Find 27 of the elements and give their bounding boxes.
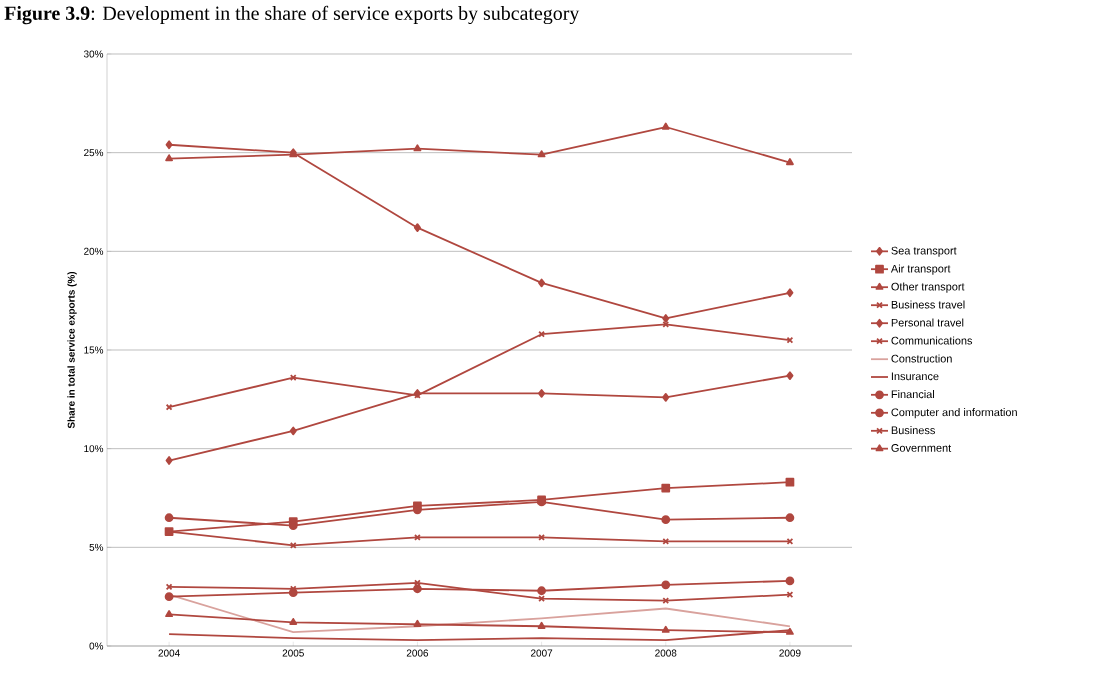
y-tick-label: 30% xyxy=(83,50,104,58)
legend-label: Sea transport xyxy=(891,246,957,257)
chart-title: Figure 3.9: Development in the share of service exports by subcategory xyxy=(4,5,580,25)
x-tick-label: 2005 xyxy=(282,649,304,657)
y-tick-label: 25% xyxy=(84,149,104,157)
legend-label: Financial xyxy=(891,390,935,399)
y-axis-title: Share in total service exports (%) xyxy=(67,271,77,429)
x-tick-label: 2007 xyxy=(531,649,553,657)
legend-label: Business xyxy=(891,426,935,435)
y-tick-label: 10% xyxy=(84,445,104,453)
y-tick-label: 0% xyxy=(89,642,104,650)
legend-label: Insurance xyxy=(891,372,939,381)
y-tick-label: 15% xyxy=(84,346,104,354)
y-tick-label: 5% xyxy=(89,543,104,551)
legend-label: Government xyxy=(891,444,952,452)
legend-label: Business travel xyxy=(891,300,965,309)
legend-label: Construction xyxy=(891,354,952,363)
x-tick-label: 2004 xyxy=(158,649,180,657)
legend-label: Air transport xyxy=(890,264,951,275)
y-tick-label: 20% xyxy=(84,247,104,255)
legend-label: Personal travel xyxy=(891,318,964,327)
x-tick-label: 2009 xyxy=(779,649,801,657)
x-tick-label: 2008 xyxy=(655,649,677,657)
legend-label: Computer and information xyxy=(891,408,1017,419)
legend-label: Communications xyxy=(891,336,973,345)
legend-label: Other transport xyxy=(891,282,965,293)
x-tick-label: 2006 xyxy=(406,649,429,657)
